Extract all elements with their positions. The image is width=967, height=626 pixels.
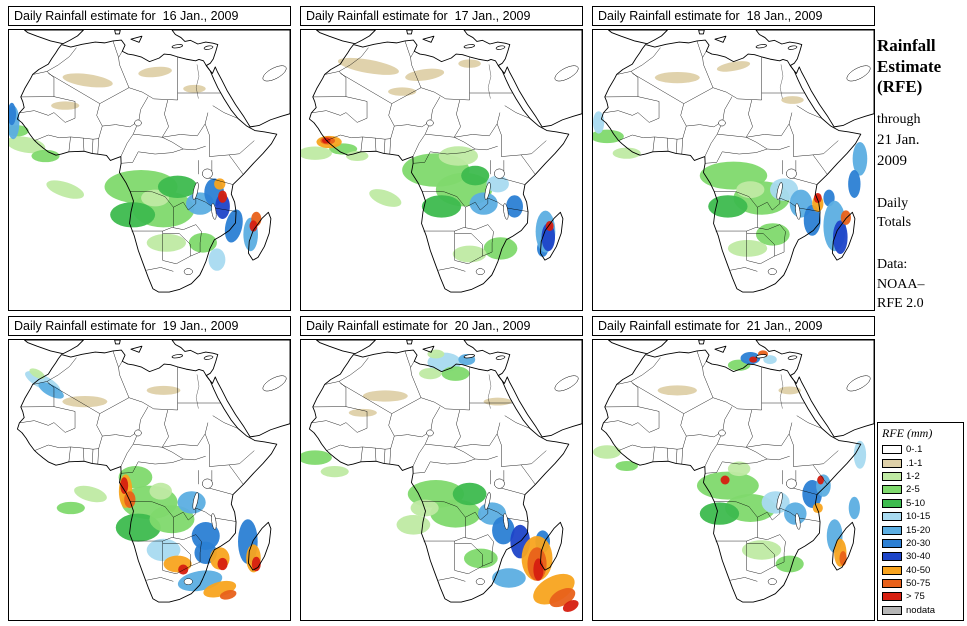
africa-map-svg — [593, 30, 874, 310]
rainfall-panel-19: Daily Rainfall estimate for 19 Jan., 200… — [8, 316, 291, 621]
africa-map-svg — [301, 30, 582, 310]
sidebar-totals-line-2: Totals — [877, 215, 912, 231]
legend-row: 5-10 — [882, 497, 959, 510]
panel-title: Daily Rainfall estimate for 19 Jan., 200… — [8, 316, 291, 336]
legend-swatch — [882, 458, 902, 468]
sidebar-title-line-3: (RFE) — [877, 77, 923, 97]
sidebar-date-line-1: 21 Jan. — [877, 131, 920, 148]
legend-swatch — [882, 512, 902, 522]
legend-label: 15-20 — [906, 524, 931, 536]
legend-row: > 75 — [882, 590, 959, 603]
legend-row: 30-40 — [882, 550, 959, 563]
legend-swatch — [882, 445, 902, 455]
legend-swatch — [882, 592, 902, 602]
sidebar-title-line-2: Estimate — [877, 56, 942, 76]
sidebar-title-line-1: Rainfall — [877, 36, 936, 55]
legend-swatch — [882, 565, 902, 575]
legend-row: 20-30 — [882, 537, 959, 550]
panel-title: Daily Rainfall estimate for 20 Jan., 200… — [300, 316, 583, 336]
legend-row: 50-75 — [882, 577, 959, 590]
legend-row: 40-50 — [882, 564, 959, 577]
africa-map-canvas — [8, 339, 291, 621]
legend-row: 0-.1 — [882, 443, 959, 456]
legend-label: 50-75 — [906, 578, 931, 590]
legend-label: 10-15 — [906, 511, 931, 523]
legend-label: 30-40 — [906, 551, 931, 563]
africa-map-svg — [593, 340, 874, 620]
legend-label: 2-5 — [906, 484, 920, 496]
legend-swatch — [882, 605, 902, 615]
legend-swatch — [882, 525, 902, 535]
legend-row: 1-2 — [882, 470, 959, 483]
legend-swatch — [882, 579, 902, 589]
legend-label: 5-10 — [906, 497, 926, 509]
legend-label: 20-30 — [906, 537, 931, 549]
africa-map-svg — [9, 340, 290, 620]
legend-swatch — [882, 498, 902, 508]
legend-row: 15-20 — [882, 523, 959, 536]
legend-title: RFE (mm) — [882, 426, 933, 440]
africa-map-canvas — [8, 29, 291, 311]
africa-map-svg — [9, 30, 290, 310]
legend-label: > 75 — [906, 591, 925, 603]
africa-map-canvas — [300, 339, 583, 621]
legend-row: 2-5 — [882, 483, 959, 496]
sidebar-data-line-1: Data: — [877, 256, 908, 272]
legend-label: .1-1 — [906, 457, 923, 469]
map-grid: Daily Rainfall estimate for 16 Jan., 200… — [8, 6, 875, 621]
rainfall-panel-17: Daily Rainfall estimate for 17 Jan., 200… — [300, 6, 583, 311]
panel-title: Daily Rainfall estimate for 18 Jan., 200… — [592, 6, 875, 26]
africa-map-canvas — [592, 339, 875, 621]
legend-row: 10-15 — [882, 510, 959, 523]
panel-title: Daily Rainfall estimate for 17 Jan., 200… — [300, 6, 583, 26]
sidebar-data-line-3: RFE 2.0 — [877, 296, 924, 312]
rainfall-panel-20: Daily Rainfall estimate for 20 Jan., 200… — [300, 316, 583, 621]
africa-map-svg — [301, 340, 582, 612]
sidebar-data-line-2: NOAA– — [877, 276, 925, 292]
legend-label: nodata — [906, 604, 936, 616]
rainfall-panel-18: Daily Rainfall estimate for 18 Jan., 200… — [592, 6, 875, 311]
legend-swatch — [882, 552, 902, 562]
africa-map-canvas — [592, 29, 875, 311]
sidebar-date-line-2: 2009 — [877, 152, 907, 169]
legend-label: 40-50 — [906, 564, 931, 576]
legend-swatch — [882, 538, 902, 548]
info-sidebar: Rainfall Estimate (RFE) through 21 Jan. … — [877, 36, 965, 314]
rainfall-panel-16: Daily Rainfall estimate for 16 Jan., 200… — [8, 6, 291, 311]
sidebar-totals-line-1: Daily — [877, 195, 909, 211]
legend-swatch — [882, 471, 902, 481]
legend-label: 1-2 — [906, 470, 920, 482]
legend: RFE (mm) 0-.1.1-1 1-2 2-5 5-10 10-15 15-20 20-… — [877, 422, 964, 622]
legend-row: nodata — [882, 604, 959, 617]
legend-rows: 0-.1.1-1 1-2 2-5 5-10 10-15 15-20 20-30 30-40 40… — [882, 443, 959, 617]
sidebar-through: through — [877, 112, 921, 128]
panel-title: Daily Rainfall estimate for 16 Jan., 200… — [8, 6, 291, 26]
legend-swatch — [882, 485, 902, 495]
legend-row: .1-1 — [882, 456, 959, 469]
africa-map-canvas — [300, 29, 583, 311]
panel-title: Daily Rainfall estimate for 21 Jan., 200… — [592, 316, 875, 336]
legend-label: 0-.1 — [906, 444, 923, 456]
rainfall-panel-21: Daily Rainfall estimate for 21 Jan., 200… — [592, 316, 875, 621]
